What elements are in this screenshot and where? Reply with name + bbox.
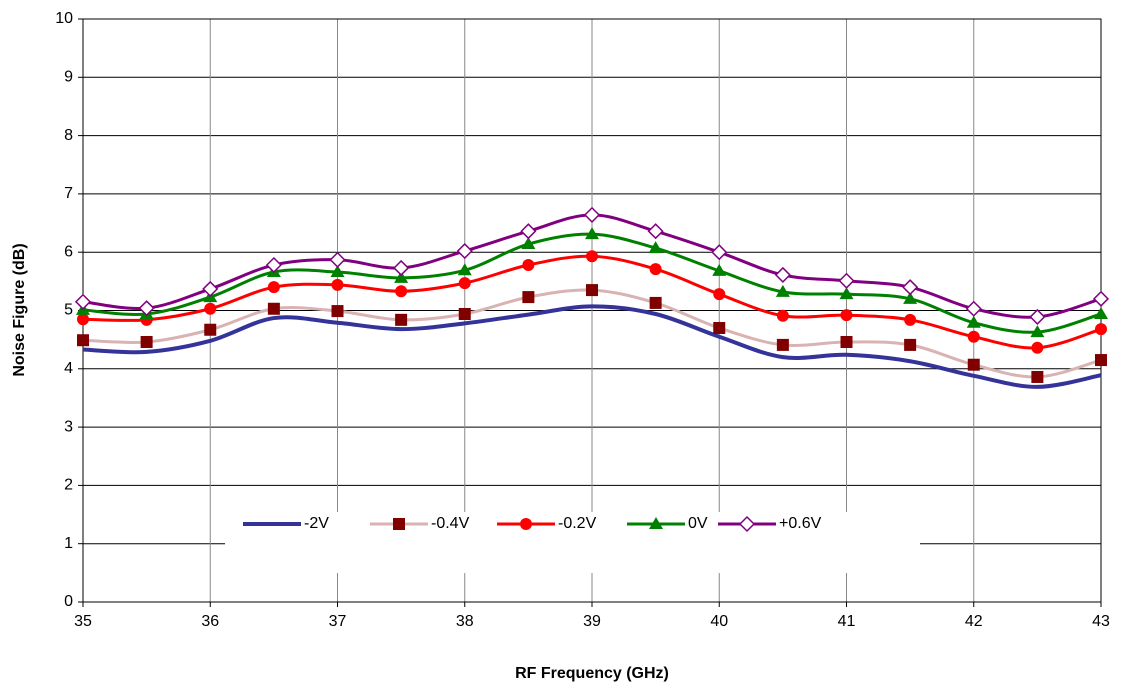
marker — [649, 517, 663, 529]
marker — [1095, 323, 1107, 336]
x-tick-label: 38 — [456, 613, 474, 630]
x-tick-label: 41 — [838, 613, 856, 630]
y-tick-label: 10 — [55, 10, 73, 27]
marker — [649, 263, 662, 276]
marker — [1031, 370, 1044, 383]
y-tick-label: 4 — [64, 360, 73, 377]
legend-label: +0.6V — [779, 515, 822, 532]
marker — [267, 281, 280, 294]
marker — [522, 291, 535, 304]
marker — [520, 518, 532, 530]
marker — [775, 284, 790, 297]
marker — [713, 321, 726, 334]
marker — [1095, 354, 1107, 367]
marker — [583, 206, 601, 223]
marker — [138, 300, 155, 317]
y-tick-label: 1 — [64, 535, 73, 552]
legend-label: -0.4V — [431, 515, 470, 532]
marker — [77, 313, 89, 326]
y-tick-label: 0 — [64, 593, 73, 610]
marker — [395, 313, 408, 326]
x-tick-label: 37 — [329, 613, 347, 630]
y-tick-label: 2 — [64, 477, 73, 494]
marker — [966, 315, 981, 328]
marker — [965, 300, 982, 317]
marker — [902, 279, 919, 296]
marker — [267, 302, 280, 315]
y-tick-label: 7 — [64, 185, 73, 202]
marker — [394, 270, 409, 283]
marker — [457, 263, 472, 276]
marker — [520, 223, 537, 240]
marker — [711, 244, 728, 261]
marker — [774, 266, 791, 283]
marker — [265, 256, 282, 274]
marker — [904, 338, 917, 351]
marker — [840, 309, 853, 322]
marker — [458, 277, 471, 290]
marker — [204, 302, 217, 315]
marker — [776, 338, 789, 351]
x-tick-label: 35 — [74, 613, 92, 630]
marker — [1030, 325, 1045, 338]
marker — [776, 309, 789, 322]
marker — [903, 291, 918, 304]
y-tick-label: 6 — [64, 243, 73, 260]
marker — [649, 296, 662, 309]
legend-label: -0.2V — [558, 515, 597, 532]
marker — [647, 223, 664, 240]
marker — [202, 280, 219, 297]
marker — [393, 259, 410, 277]
marker — [395, 285, 408, 298]
marker — [838, 272, 855, 289]
marker — [458, 307, 471, 320]
x-tick-label: 43 — [1092, 613, 1110, 630]
marker — [521, 237, 536, 250]
y-tick-label: 5 — [64, 302, 73, 319]
series-line — [82, 304, 1102, 389]
marker — [967, 358, 980, 371]
marker — [140, 335, 153, 348]
marker — [331, 305, 344, 318]
marker — [585, 227, 599, 240]
marker — [77, 334, 89, 347]
y-tick-label: 3 — [64, 418, 73, 435]
y-tick-label: 8 — [64, 127, 73, 144]
marker — [586, 284, 598, 297]
marker — [738, 515, 756, 533]
marker — [839, 287, 854, 300]
marker — [1029, 308, 1046, 325]
y-axis-label: Noise Figure (dB) — [11, 243, 28, 376]
marker — [331, 278, 344, 291]
marker — [967, 330, 980, 343]
x-tick-label: 39 — [583, 613, 601, 630]
x-tick-label: 42 — [965, 613, 983, 630]
marker — [1031, 341, 1044, 354]
marker — [204, 323, 217, 336]
x-axis-label: RF Frequency (GHz) — [515, 665, 669, 682]
marker — [1092, 290, 1110, 307]
marker — [904, 313, 917, 326]
legend-box — [225, 512, 920, 573]
marker — [712, 263, 727, 276]
marker — [522, 259, 535, 272]
x-tick-label: 36 — [201, 613, 219, 630]
marker — [456, 242, 473, 260]
marker — [1094, 306, 1108, 319]
marker — [74, 293, 92, 310]
marker — [393, 518, 405, 530]
legend-label: -2V — [304, 515, 329, 532]
marker — [648, 241, 663, 254]
x-tick-label: 40 — [710, 613, 728, 630]
legend-label: 0V — [688, 515, 708, 532]
marker — [329, 251, 346, 268]
marker — [713, 288, 726, 301]
marker — [840, 335, 853, 348]
legend: -2V -0.4V -0.2V 0V +0.6V — [225, 512, 920, 573]
y-tick-label: 9 — [64, 69, 73, 86]
marker — [586, 250, 598, 263]
marker — [330, 265, 345, 278]
